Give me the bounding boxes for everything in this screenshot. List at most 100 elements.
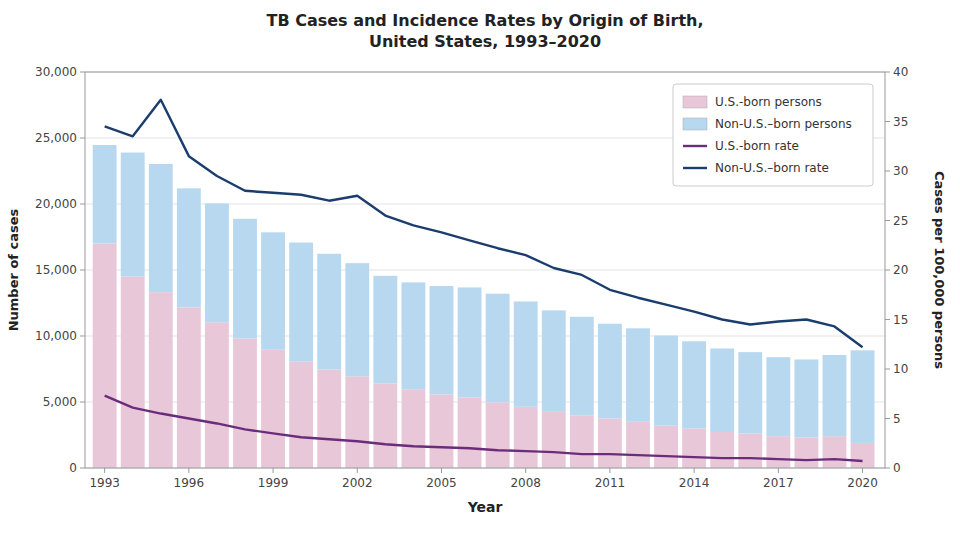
y-tick bbox=[80, 402, 85, 403]
chart: TB Cases and Incidence Rates by Origin o… bbox=[0, 0, 960, 540]
y-tick-label: 20,000 bbox=[35, 197, 77, 211]
x-tick-label: 2002 bbox=[342, 476, 373, 490]
y2-tick bbox=[885, 220, 890, 221]
bar bbox=[289, 243, 313, 362]
y2-tick bbox=[885, 72, 890, 73]
y-tick bbox=[80, 336, 85, 337]
bar bbox=[289, 362, 313, 468]
y-tick-label: 15,000 bbox=[35, 263, 77, 277]
bar bbox=[121, 277, 145, 468]
x-tick-label: 1993 bbox=[89, 476, 120, 490]
x-axis: 1993199619992002200520082011201420172020 bbox=[89, 468, 877, 490]
bar bbox=[401, 282, 425, 389]
title: TB Cases and Incidence Rates by Origin o… bbox=[266, 11, 703, 51]
x-tick-label: 1999 bbox=[258, 476, 289, 490]
bar bbox=[851, 443, 875, 468]
y2-tick bbox=[885, 121, 890, 122]
y2-tick bbox=[885, 369, 890, 370]
grid bbox=[85, 72, 885, 468]
bar bbox=[766, 357, 790, 436]
bar bbox=[598, 419, 622, 468]
bar bbox=[514, 301, 538, 406]
bar bbox=[261, 232, 285, 349]
y-tick bbox=[80, 138, 85, 139]
bar bbox=[373, 276, 397, 384]
bar bbox=[205, 203, 229, 322]
bar bbox=[233, 339, 257, 468]
legend: U.S.-born personsNon-U.S.–born personsU.… bbox=[673, 84, 873, 186]
x-tick-label: 2014 bbox=[679, 476, 710, 490]
bar bbox=[794, 437, 818, 468]
bar bbox=[93, 244, 117, 468]
x-tick bbox=[862, 468, 863, 473]
y2-axis: 0510152025303540 bbox=[885, 65, 908, 475]
bar bbox=[177, 307, 201, 468]
bar bbox=[570, 415, 594, 468]
x-tick bbox=[441, 468, 442, 473]
bar bbox=[794, 359, 818, 437]
bar bbox=[121, 153, 145, 277]
bar bbox=[430, 286, 454, 394]
bar bbox=[542, 411, 566, 468]
y2-tick-label: 40 bbox=[893, 65, 908, 79]
bar bbox=[654, 336, 678, 426]
bar bbox=[710, 432, 734, 468]
bar bbox=[317, 254, 341, 370]
y2-tick-label: 30 bbox=[893, 164, 908, 178]
bar bbox=[851, 350, 875, 443]
y2-tick-label: 0 bbox=[893, 461, 901, 475]
bar bbox=[93, 145, 117, 244]
y-tick-label: 0 bbox=[69, 461, 77, 475]
bar bbox=[710, 348, 734, 432]
y-tick bbox=[80, 72, 85, 73]
x-tick bbox=[694, 468, 695, 473]
y-tick bbox=[80, 270, 85, 271]
bar bbox=[486, 402, 510, 468]
y-tick bbox=[80, 204, 85, 205]
bar bbox=[823, 436, 847, 468]
bar bbox=[654, 426, 678, 468]
bar bbox=[317, 370, 341, 468]
legend-swatch bbox=[683, 118, 707, 130]
y2-axis-label: Cases per 100,000 persons bbox=[932, 171, 947, 369]
x-tick-label: 2011 bbox=[595, 476, 626, 490]
bar bbox=[598, 324, 622, 419]
bar-series bbox=[93, 145, 875, 443]
plot-frame bbox=[85, 72, 885, 468]
legend-label: Non-U.S.–born rate bbox=[715, 161, 829, 175]
y2-tick-label: 15 bbox=[893, 313, 908, 327]
bar bbox=[823, 355, 847, 436]
legend-swatch bbox=[683, 145, 707, 147]
x-tick bbox=[273, 468, 274, 473]
bar bbox=[738, 352, 762, 433]
title-line: United States, 1993–2020 bbox=[369, 32, 601, 51]
bar bbox=[149, 292, 173, 468]
x-tick bbox=[525, 468, 526, 473]
legend-swatch bbox=[683, 96, 707, 108]
bar bbox=[626, 422, 650, 468]
x-tick-label: 2008 bbox=[510, 476, 541, 490]
x-tick-label: 1996 bbox=[174, 476, 205, 490]
y-tick bbox=[80, 468, 85, 469]
legend-box bbox=[673, 84, 873, 186]
y2-tick-label: 5 bbox=[893, 412, 901, 426]
y-axis: 05,00010,00015,00020,00025,00030,000 bbox=[35, 65, 85, 475]
bar bbox=[682, 341, 706, 428]
bar bbox=[682, 429, 706, 468]
x-tick-label: 2005 bbox=[426, 476, 457, 490]
bar bbox=[401, 389, 425, 468]
y-tick-label: 10,000 bbox=[35, 329, 77, 343]
x-tick-label: 2020 bbox=[847, 476, 878, 490]
bar bbox=[542, 310, 566, 411]
y-tick-label: 30,000 bbox=[35, 65, 77, 79]
bar bbox=[486, 294, 510, 403]
bar bbox=[738, 434, 762, 468]
y2-tick-label: 25 bbox=[893, 214, 908, 228]
y2-tick bbox=[885, 319, 890, 320]
legend-label: Non-U.S.–born persons bbox=[715, 117, 852, 131]
bar bbox=[345, 376, 369, 468]
y2-tick bbox=[885, 468, 890, 469]
x-tick bbox=[357, 468, 358, 473]
bar bbox=[570, 317, 594, 416]
x-tick bbox=[104, 468, 105, 473]
